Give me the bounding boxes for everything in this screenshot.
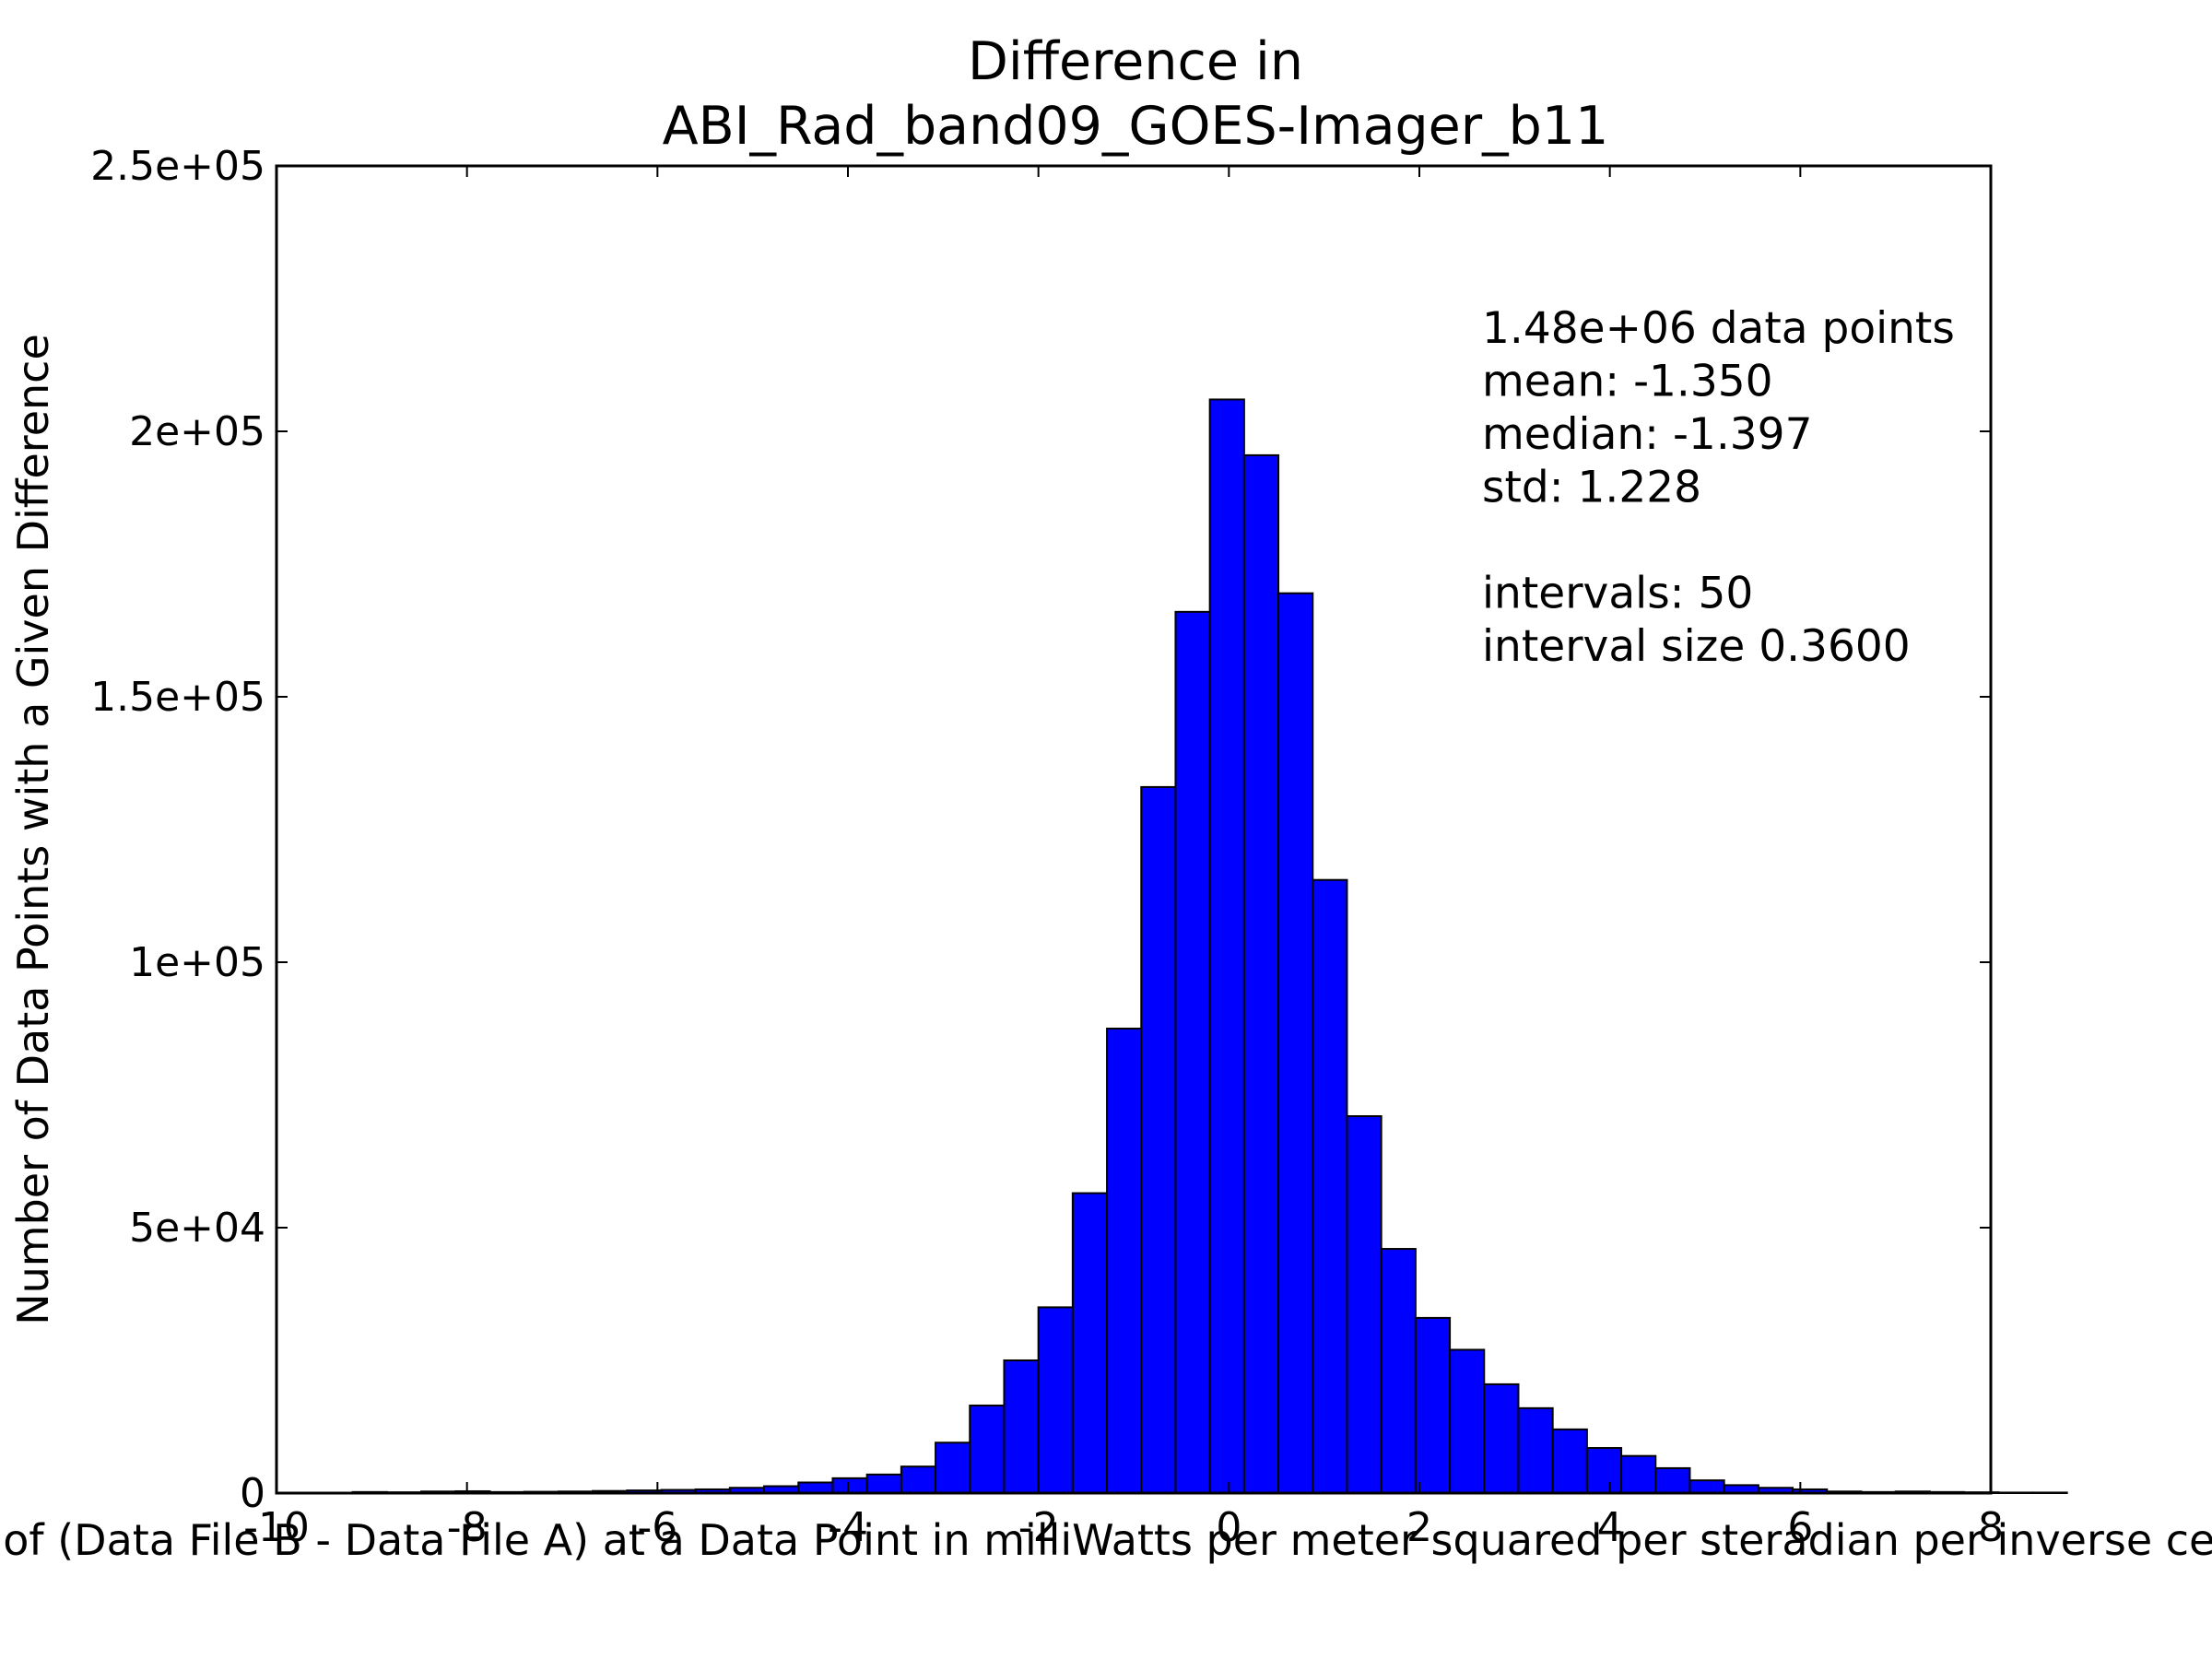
histogram-bar bbox=[1037, 1306, 1074, 1495]
x-tick-label: 2 bbox=[1406, 1504, 1432, 1551]
x-tick-label: 4 bbox=[1597, 1504, 1623, 1551]
x-tick-label: -10 bbox=[243, 1504, 310, 1551]
x-tick-label: 6 bbox=[1787, 1504, 1813, 1551]
chart-title-line-1: Difference in bbox=[968, 31, 1303, 92]
histogram-bar bbox=[1620, 1454, 1657, 1495]
y-tick-label: 2.5e+05 bbox=[90, 143, 265, 190]
histogram-bar bbox=[1585, 1447, 1623, 1495]
histogram-bar bbox=[1551, 1428, 1588, 1495]
y-tick-label: 1.5e+05 bbox=[90, 674, 265, 721]
y-tick-label: 5e+04 bbox=[129, 1205, 265, 1252]
plot-frame bbox=[275, 164, 1993, 1495]
histogram-bar bbox=[1346, 1115, 1382, 1495]
histogram-bar bbox=[1483, 1382, 1520, 1495]
x-tick-label: -4 bbox=[828, 1504, 868, 1551]
stats-annotation-line: interval size 0.3600 bbox=[1482, 621, 1911, 672]
histogram-bar bbox=[900, 1465, 937, 1494]
histogram-bar bbox=[831, 1477, 868, 1494]
histogram-bar bbox=[2031, 1491, 2068, 1494]
y-axis-label: Number of Data Points with a Given Diffe… bbox=[8, 334, 58, 1325]
histogram-bar bbox=[1997, 1491, 2034, 1494]
chart-title-line-2: ABI_Rad_band09_GOES-Imager_b11 bbox=[663, 96, 1609, 157]
stats-annotation-line: median: -1.397 bbox=[1482, 409, 1812, 460]
y-tick-label: 0 bbox=[240, 1470, 265, 1517]
x-tick-label: 0 bbox=[1216, 1504, 1241, 1551]
x-tick-labels: -10 -8 -6 -4 -2 0 2 4 6 8 bbox=[243, 1504, 2004, 1551]
stats-annotation-line: 1.48e+06 data points bbox=[1482, 303, 1955, 354]
x-tick-label: -6 bbox=[637, 1504, 677, 1551]
histogram-bar bbox=[1174, 610, 1211, 1494]
histogram-bar bbox=[1277, 592, 1314, 1494]
histogram-bar bbox=[1517, 1406, 1554, 1494]
y-tick-label: 2e+05 bbox=[129, 408, 265, 455]
histogram-bar bbox=[969, 1404, 1006, 1494]
stats-annotation-line: std: 1.228 bbox=[1482, 463, 1701, 513]
stats-annotation-line: intervals: 50 bbox=[1482, 569, 1753, 619]
x-axis-label: Value of (Data File B - Data File A) at … bbox=[0, 1515, 2212, 1565]
stats-annotation-line: mean: -1.350 bbox=[1482, 357, 1773, 407]
histogram-bar bbox=[1312, 878, 1348, 1494]
x-tick-label: -8 bbox=[447, 1504, 488, 1551]
y-tick-label: 1e+05 bbox=[129, 939, 265, 986]
histogram-bar bbox=[1208, 398, 1245, 1495]
histogram-bars bbox=[351, 398, 2068, 1495]
histogram-bar bbox=[1003, 1359, 1040, 1494]
histogram-bar bbox=[865, 1473, 902, 1494]
histogram-bar bbox=[1242, 453, 1280, 1494]
histogram-bar bbox=[1380, 1248, 1417, 1495]
histogram-bar bbox=[935, 1441, 971, 1495]
histogram-bar bbox=[797, 1481, 834, 1494]
histogram-bar bbox=[1449, 1348, 1486, 1494]
histogram-bar bbox=[1106, 1028, 1143, 1494]
x-tick-label: -2 bbox=[1018, 1504, 1059, 1551]
histogram-bar bbox=[1071, 1192, 1109, 1495]
x-tick-label: 8 bbox=[1978, 1504, 2004, 1551]
y-tick-labels: 0 5e+04 1e+05 1.5e+05 2e+05 2.5e+05 bbox=[90, 143, 265, 1517]
histogram-bar bbox=[1654, 1466, 1691, 1494]
histogram-bar bbox=[1414, 1316, 1452, 1495]
histogram-bar bbox=[1688, 1479, 1725, 1495]
histogram-bar bbox=[1140, 785, 1177, 1494]
